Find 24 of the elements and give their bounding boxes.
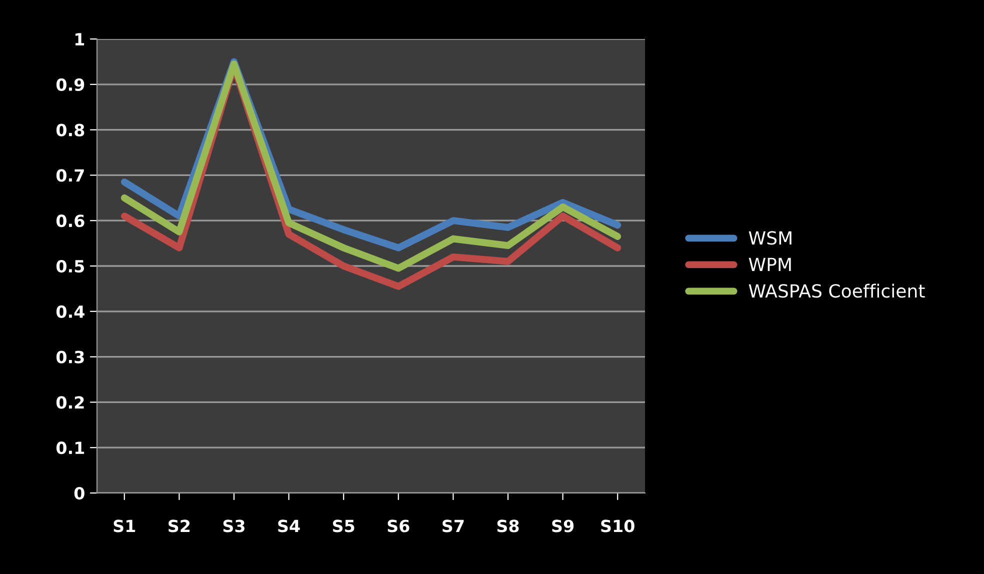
x-tick-label: S1 bbox=[114, 520, 136, 532]
legend-label: WSM bbox=[748, 231, 792, 245]
y-tick-label: 0.7 bbox=[56, 169, 84, 182]
y-tick-label: 0.9 bbox=[56, 78, 84, 91]
x-tick-label: S10 bbox=[601, 520, 634, 532]
y-tick-label: 1 bbox=[75, 33, 84, 46]
x-tick-label: S2 bbox=[168, 520, 190, 532]
y-tick-label: 0.1 bbox=[56, 442, 84, 454]
legend-label: WPM bbox=[748, 258, 791, 271]
y-tick-label: 0.2 bbox=[56, 396, 84, 409]
y-tick-label: 0.8 bbox=[56, 124, 84, 136]
y-tick-label: 0.3 bbox=[56, 350, 84, 364]
x-tick-label: S4 bbox=[278, 520, 300, 532]
x-tick-label: S3 bbox=[223, 520, 244, 532]
y-tick-label: 0.6 bbox=[56, 214, 84, 228]
y-tick-label: 0.4 bbox=[56, 305, 84, 318]
x-tick-label: S6 bbox=[388, 520, 410, 532]
legend-label: WASPAS Coefficient bbox=[748, 284, 925, 298]
x-tick-label: S9 bbox=[552, 520, 574, 532]
x-tick-label: S5 bbox=[332, 520, 354, 532]
x-tick-label: S7 bbox=[442, 520, 464, 532]
y-tick-label: 0 bbox=[74, 486, 84, 500]
x-tick-label: S8 bbox=[497, 520, 519, 532]
y-tick-label: 0.5 bbox=[56, 260, 84, 273]
